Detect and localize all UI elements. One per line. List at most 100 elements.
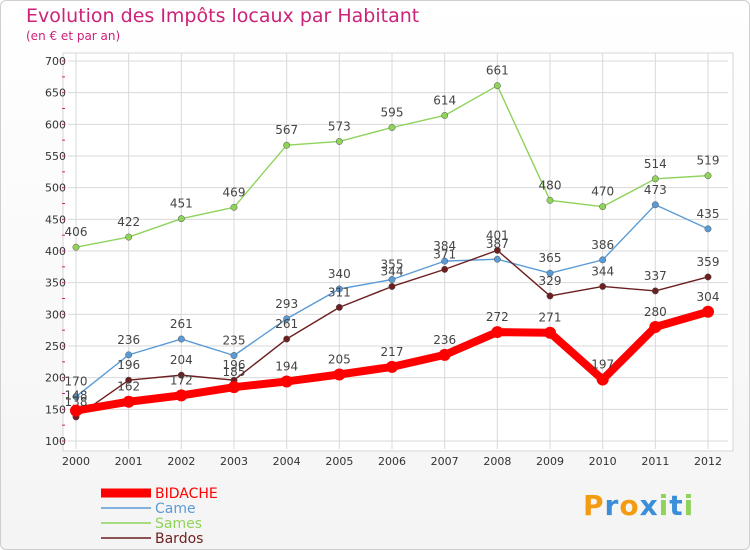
y-tick-label: 550	[45, 150, 66, 163]
data-point-sames	[177, 215, 185, 223]
y-tick-label: 200	[45, 372, 66, 385]
data-point-bardos	[177, 371, 185, 379]
y-tick-label: 350	[45, 277, 66, 290]
data-point-bidache	[333, 368, 346, 381]
data-point-sames	[72, 243, 80, 251]
chart-subtitle: (en € et par an)	[26, 29, 121, 43]
data-point-bidache	[70, 404, 82, 417]
data-label-bidache: 205	[328, 353, 351, 367]
y-tick-label: 700	[45, 55, 66, 68]
data-label-bidache: 194	[275, 359, 298, 373]
data-point-bidache	[122, 395, 135, 408]
data-point-sames	[651, 175, 659, 183]
legend-label-sames: Sames	[155, 516, 202, 532]
logo-letter: P	[583, 489, 605, 522]
data-point-bidache	[491, 326, 504, 339]
data-point-came	[177, 335, 185, 343]
data-label-bardos: 261	[275, 317, 298, 331]
x-tick-label: 2008	[483, 455, 511, 468]
data-point-bardos	[651, 287, 659, 295]
x-tick-label: 2012	[694, 455, 722, 468]
data-point-sames	[599, 203, 607, 211]
data-label-sames: 470	[591, 185, 614, 199]
data-label-bidache: 162	[117, 380, 140, 394]
data-point-bardos	[493, 246, 501, 254]
x-tick-label: 2003	[220, 455, 248, 468]
x-tick-label: 2009	[536, 455, 564, 468]
data-label-sames: 567	[275, 123, 298, 137]
data-label-bardos: 196	[223, 358, 246, 372]
data-label-sames: 480	[539, 178, 562, 192]
data-label-sames: 514	[644, 157, 667, 171]
data-label-bidache: 272	[486, 310, 509, 324]
data-label-bardos: 401	[486, 228, 509, 242]
x-tick-label: 2006	[378, 455, 406, 468]
data-label-bardos: 329	[539, 274, 562, 288]
data-point-bardos	[704, 273, 712, 281]
data-label-bardos: 138	[65, 395, 88, 409]
logo-letter: o	[619, 489, 640, 522]
data-point-bidache	[280, 375, 293, 388]
x-tick-label: 2011	[641, 455, 669, 468]
data-label-came: 170	[65, 375, 88, 389]
logo-letter: i	[658, 489, 670, 522]
data-label-bardos: 196	[117, 358, 140, 372]
data-label-bidache: 197	[591, 358, 614, 372]
data-label-bardos: 344	[591, 264, 614, 278]
data-label-bidache: 304	[697, 290, 720, 304]
legend-label-bardos: Bardos	[155, 531, 203, 547]
data-point-came	[283, 315, 291, 323]
data-label-came: 384	[433, 239, 456, 253]
y-tick-label: 450	[45, 213, 66, 226]
y-tick-label: 500	[45, 182, 66, 195]
data-point-bidache	[438, 348, 451, 361]
y-tick-label: 400	[45, 245, 66, 258]
data-point-sames	[546, 196, 554, 204]
data-point-sames	[704, 172, 712, 180]
data-label-came: 387	[486, 237, 509, 251]
data-label-bardos: 344	[381, 264, 404, 278]
y-tick-label: 150	[45, 403, 66, 416]
data-label-bidache: 271	[539, 311, 562, 325]
data-label-came: 355	[381, 258, 404, 272]
data-point-bardos	[335, 303, 343, 311]
data-point-bidache	[228, 381, 240, 394]
data-label-came: 261	[170, 317, 193, 331]
data-point-sames	[335, 137, 343, 145]
data-point-sames	[493, 82, 501, 90]
data-point-sames	[441, 112, 449, 119]
legend-label-bidache: BIDACHE	[155, 486, 218, 502]
data-point-sames	[125, 233, 133, 241]
data-label-came: 293	[275, 297, 298, 311]
data-point-bardos	[599, 283, 607, 290]
data-point-came	[704, 225, 712, 233]
data-point-bidache	[702, 305, 714, 318]
proxiti-logo: Proxiti	[583, 489, 694, 522]
data-point-bardos	[546, 292, 554, 300]
data-point-bidache	[596, 373, 609, 386]
data-point-came	[651, 201, 659, 209]
x-tick-label: 2000	[62, 455, 90, 468]
data-point-came	[230, 352, 238, 359]
data-point-bardos	[125, 376, 133, 384]
data-label-bidache: 280	[644, 305, 667, 319]
data-point-sames	[283, 141, 291, 149]
plot-area	[62, 52, 734, 452]
data-label-bardos: 371	[433, 247, 456, 261]
data-point-came	[125, 351, 133, 359]
data-point-came	[72, 393, 80, 401]
data-point-came	[335, 285, 343, 293]
data-label-sames: 469	[223, 185, 246, 199]
x-tick-label: 2004	[273, 455, 301, 468]
data-point-came	[441, 257, 449, 265]
data-label-bardos: 359	[697, 255, 720, 269]
data-label-came: 386	[591, 238, 614, 252]
data-label-bardos: 311	[328, 285, 351, 299]
data-label-came: 365	[539, 251, 562, 265]
data-point-bardos	[283, 335, 291, 343]
logo-letter: x	[639, 489, 659, 522]
x-tick-label: 2002	[167, 455, 195, 468]
data-label-bidache: 236	[433, 333, 456, 347]
x-tick-label: 2005	[325, 455, 353, 468]
